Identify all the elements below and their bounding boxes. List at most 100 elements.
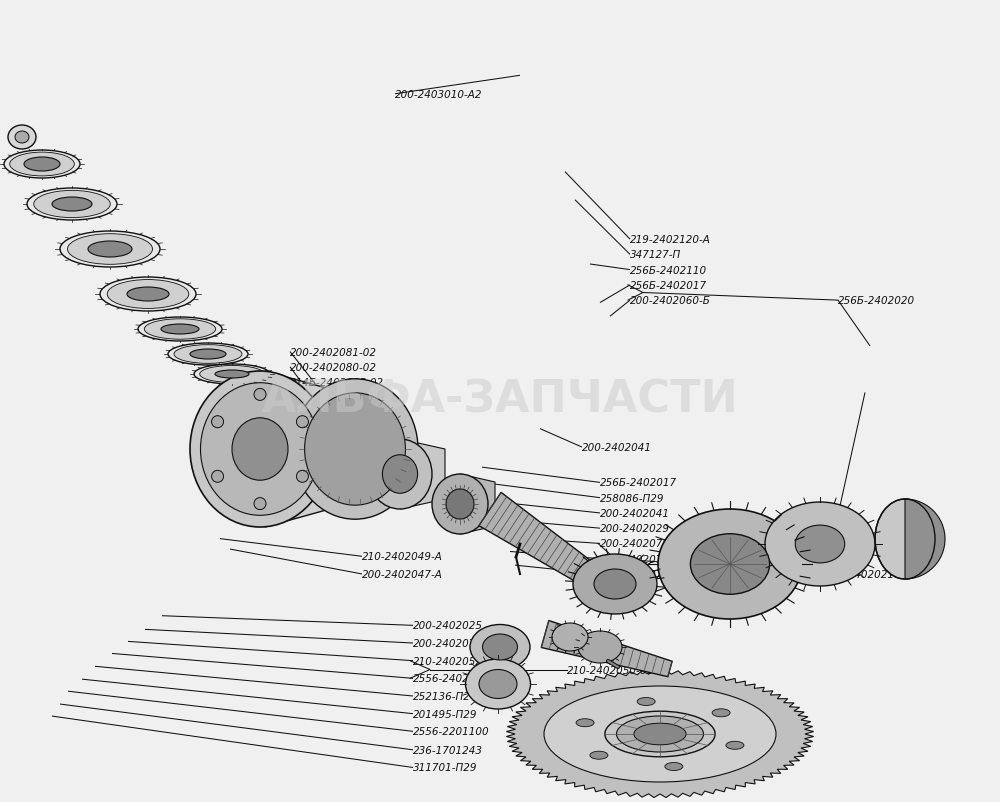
Ellipse shape bbox=[605, 711, 715, 757]
Ellipse shape bbox=[479, 670, 517, 699]
Text: 200-2402029: 200-2402029 bbox=[600, 524, 670, 533]
Ellipse shape bbox=[305, 393, 405, 505]
Polygon shape bbox=[479, 492, 602, 589]
Ellipse shape bbox=[8, 126, 36, 150]
Circle shape bbox=[254, 498, 266, 510]
Text: 256Б-2402020: 256Б-2402020 bbox=[838, 296, 915, 306]
Text: 210-2402052-А1: 210-2402052-А1 bbox=[413, 656, 501, 666]
Ellipse shape bbox=[161, 325, 199, 334]
Ellipse shape bbox=[4, 151, 80, 179]
Ellipse shape bbox=[201, 383, 320, 516]
Ellipse shape bbox=[27, 188, 117, 221]
Text: 2556-2402051: 2556-2402051 bbox=[413, 674, 490, 683]
Ellipse shape bbox=[100, 277, 196, 312]
Ellipse shape bbox=[24, 158, 60, 172]
Ellipse shape bbox=[215, 371, 249, 379]
Ellipse shape bbox=[795, 525, 845, 563]
Ellipse shape bbox=[382, 456, 418, 494]
Text: 200-2402077-А: 200-2402077-А bbox=[600, 554, 681, 564]
Circle shape bbox=[254, 389, 266, 401]
Ellipse shape bbox=[368, 439, 432, 509]
Ellipse shape bbox=[594, 569, 636, 599]
Ellipse shape bbox=[726, 741, 744, 749]
Ellipse shape bbox=[573, 554, 657, 614]
Ellipse shape bbox=[712, 709, 730, 717]
Text: 200-2402060-Б: 200-2402060-Б bbox=[630, 296, 711, 306]
Circle shape bbox=[212, 416, 224, 428]
Polygon shape bbox=[400, 439, 445, 509]
Ellipse shape bbox=[107, 280, 189, 309]
Ellipse shape bbox=[576, 719, 594, 727]
Circle shape bbox=[212, 471, 224, 483]
Ellipse shape bbox=[470, 625, 530, 670]
Ellipse shape bbox=[552, 623, 588, 651]
Ellipse shape bbox=[168, 343, 248, 366]
Ellipse shape bbox=[616, 716, 704, 752]
Ellipse shape bbox=[10, 153, 74, 176]
Text: АЛЬФА-ЗАПЧАСТИ: АЛЬФА-ЗАПЧАСТИ bbox=[262, 378, 738, 421]
Circle shape bbox=[296, 471, 308, 483]
Text: 200-2402075: 200-2402075 bbox=[413, 638, 483, 648]
Text: 200-2403010-А2: 200-2403010-А2 bbox=[395, 90, 483, 99]
Text: 200-2402078-А: 200-2402078-А bbox=[600, 539, 681, 549]
Circle shape bbox=[296, 416, 308, 428]
Ellipse shape bbox=[190, 371, 330, 528]
Ellipse shape bbox=[637, 698, 655, 706]
Text: 347127-П: 347127-П bbox=[630, 250, 681, 260]
Ellipse shape bbox=[483, 634, 518, 660]
Ellipse shape bbox=[194, 365, 270, 384]
Text: 2556-2201100: 2556-2201100 bbox=[413, 727, 490, 736]
Ellipse shape bbox=[144, 319, 216, 340]
Ellipse shape bbox=[875, 500, 935, 579]
Ellipse shape bbox=[34, 191, 110, 218]
Ellipse shape bbox=[658, 509, 802, 619]
Ellipse shape bbox=[88, 241, 132, 257]
Text: 252136-П2: 252136-П2 bbox=[413, 691, 471, 701]
Text: 200-2402076-А: 200-2402076-А bbox=[600, 569, 681, 579]
Ellipse shape bbox=[634, 723, 686, 745]
Text: 236-1701243: 236-1701243 bbox=[413, 745, 483, 755]
Text: 219-2402120-А: 219-2402120-А bbox=[630, 235, 711, 245]
Text: 214Б-2402085-02: 214Б-2402085-02 bbox=[290, 378, 384, 387]
Ellipse shape bbox=[52, 198, 92, 212]
Text: 256Б-2402110: 256Б-2402110 bbox=[630, 265, 707, 275]
Ellipse shape bbox=[200, 366, 264, 383]
Ellipse shape bbox=[665, 763, 683, 771]
Polygon shape bbox=[265, 371, 355, 528]
Ellipse shape bbox=[466, 659, 530, 709]
Ellipse shape bbox=[15, 132, 29, 144]
Text: 200-2402041: 200-2402041 bbox=[600, 508, 670, 518]
Ellipse shape bbox=[432, 475, 488, 534]
Ellipse shape bbox=[590, 751, 608, 759]
Ellipse shape bbox=[690, 534, 770, 594]
Ellipse shape bbox=[765, 502, 875, 586]
Ellipse shape bbox=[190, 350, 226, 359]
Polygon shape bbox=[541, 621, 672, 677]
Ellipse shape bbox=[578, 631, 622, 663]
Ellipse shape bbox=[174, 345, 242, 364]
Text: 210-2402049-А: 210-2402049-А bbox=[362, 552, 443, 561]
Ellipse shape bbox=[292, 379, 418, 520]
Text: 256Б-2402017: 256Б-2402017 bbox=[600, 478, 677, 488]
Text: 210-2402050-61: 210-2402050-61 bbox=[567, 665, 654, 674]
Ellipse shape bbox=[127, 288, 169, 302]
Wedge shape bbox=[905, 500, 945, 579]
Ellipse shape bbox=[446, 489, 474, 520]
Text: 201495-П29: 201495-П29 bbox=[413, 709, 478, 719]
Polygon shape bbox=[460, 475, 495, 534]
Text: 200-2402081-02: 200-2402081-02 bbox=[290, 347, 377, 357]
Text: 200-2402047-А: 200-2402047-А bbox=[362, 569, 443, 579]
Text: 200-2402080-02: 200-2402080-02 bbox=[290, 363, 377, 372]
Text: 210-2402021-А: 210-2402021-А bbox=[825, 569, 906, 579]
Text: 311701-П29: 311701-П29 bbox=[413, 763, 478, 772]
Ellipse shape bbox=[232, 419, 288, 480]
Ellipse shape bbox=[138, 318, 222, 342]
Text: 200-2402025: 200-2402025 bbox=[413, 621, 483, 630]
Ellipse shape bbox=[68, 234, 153, 265]
Ellipse shape bbox=[544, 687, 776, 782]
Polygon shape bbox=[506, 670, 814, 797]
Text: 200-2402041: 200-2402041 bbox=[582, 443, 652, 452]
Ellipse shape bbox=[60, 232, 160, 268]
Text: 258086-П29: 258086-П29 bbox=[600, 493, 664, 503]
Text: 256Б-2402017: 256Б-2402017 bbox=[630, 281, 707, 290]
